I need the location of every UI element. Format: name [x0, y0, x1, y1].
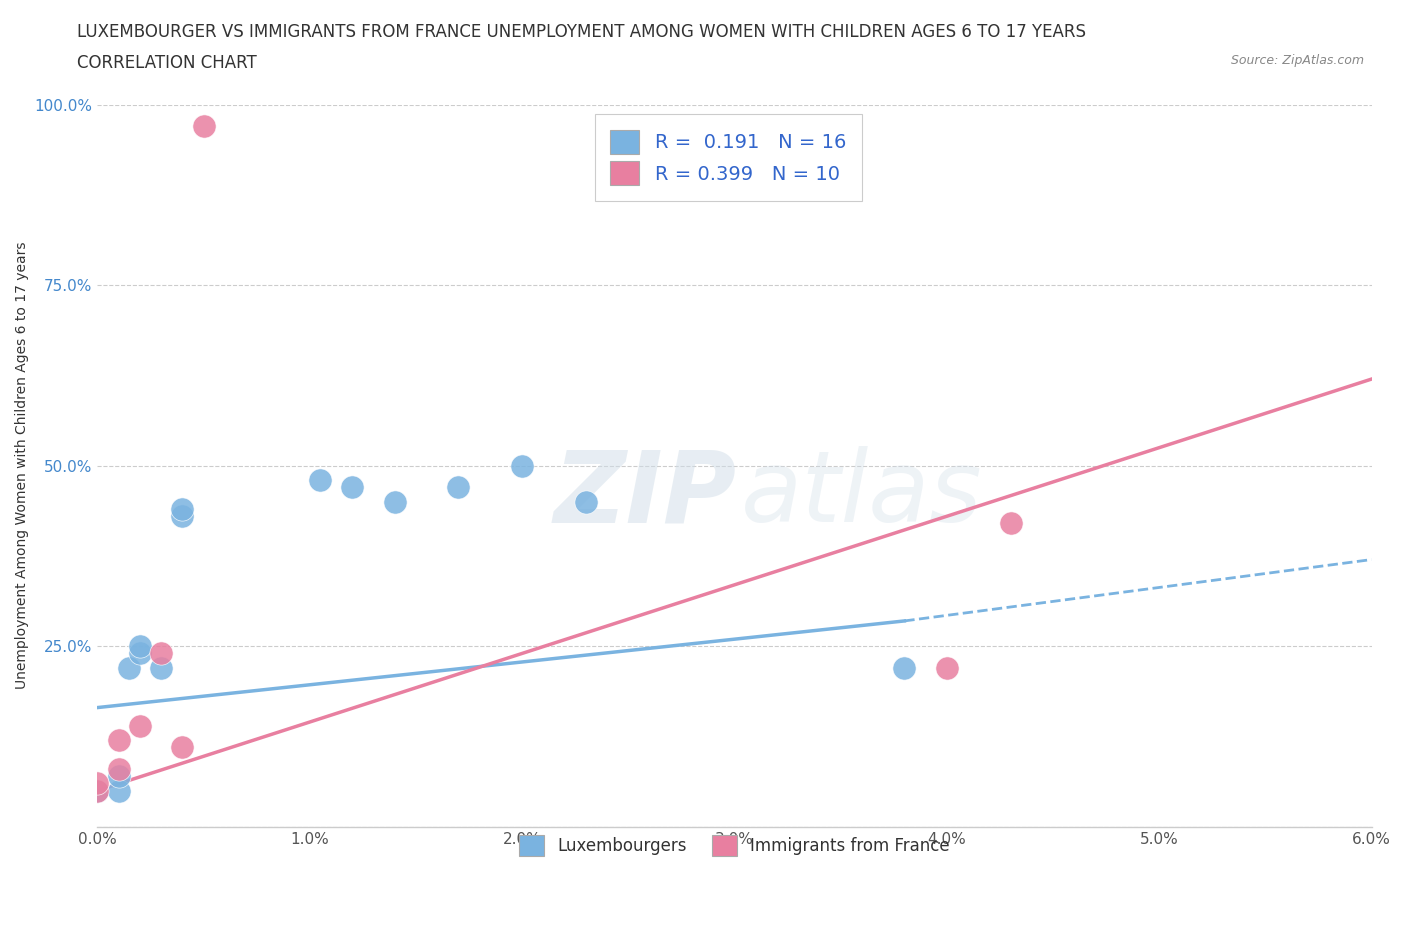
Point	[107, 762, 129, 777]
Point	[510, 458, 533, 473]
Point	[193, 119, 215, 134]
Text: ZIP: ZIP	[554, 446, 737, 543]
Text: LUXEMBOURGER VS IMMIGRANTS FROM FRANCE UNEMPLOYMENT AMONG WOMEN WITH CHILDREN AG: LUXEMBOURGER VS IMMIGRANTS FROM FRANCE U…	[77, 23, 1087, 41]
Point	[128, 718, 150, 733]
Point	[342, 480, 364, 495]
Text: Source: ZipAtlas.com: Source: ZipAtlas.com	[1230, 54, 1364, 67]
Point	[172, 740, 194, 755]
Point	[107, 769, 129, 784]
Point	[935, 660, 957, 675]
Point	[384, 495, 406, 510]
Point	[575, 495, 598, 510]
Point	[128, 639, 150, 654]
Point	[86, 776, 108, 790]
Text: CORRELATION CHART: CORRELATION CHART	[77, 54, 257, 72]
Legend: Luxembourgers, Immigrants from France: Luxembourgers, Immigrants from France	[506, 822, 963, 869]
Point	[118, 660, 141, 675]
Point	[447, 480, 470, 495]
Text: atlas: atlas	[741, 446, 983, 543]
Y-axis label: Unemployment Among Women with Children Ages 6 to 17 years: Unemployment Among Women with Children A…	[15, 242, 30, 689]
Point	[150, 646, 173, 661]
Point	[172, 509, 194, 524]
Point	[309, 472, 332, 487]
Point	[150, 660, 173, 675]
Point	[172, 501, 194, 516]
Point	[107, 733, 129, 748]
Point	[893, 660, 915, 675]
Point	[1000, 516, 1022, 531]
Point	[86, 783, 108, 798]
Point	[107, 783, 129, 798]
Point	[86, 783, 108, 798]
Point	[128, 646, 150, 661]
